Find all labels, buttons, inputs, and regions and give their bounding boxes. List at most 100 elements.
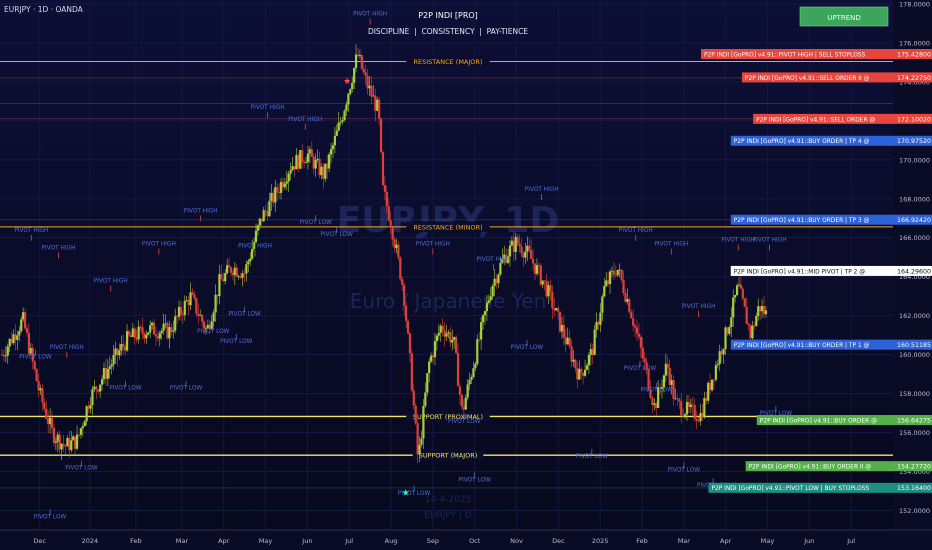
candle-body [303, 162, 306, 164]
candle-body [456, 352, 460, 387]
candle-body [333, 135, 336, 146]
candle-body [235, 267, 238, 277]
order-tag [708, 482, 893, 493]
candle-body [526, 245, 529, 252]
candle-body [216, 294, 219, 297]
candle-body [481, 315, 485, 323]
candle-body [283, 183, 286, 188]
candle-body [245, 264, 248, 274]
order-price-tag [893, 214, 932, 225]
candle-body [29, 347, 32, 354]
candle-body [643, 358, 646, 363]
pivot-low-label: PIVOT LOW [220, 339, 253, 345]
candle-body [443, 330, 446, 337]
candle-body [133, 328, 136, 338]
candle-body [370, 85, 373, 97]
candle-body [389, 220, 392, 228]
order-price-tag [893, 415, 932, 426]
candle-body [608, 271, 612, 284]
candle-body [422, 405, 425, 439]
price-tick-label: 164.0000 [899, 273, 930, 281]
time-tick-label: Jun [803, 537, 814, 545]
candle-body [6, 346, 9, 356]
level-label: SUPPORT (PROXIMAL) [413, 413, 483, 421]
candle-body [508, 245, 512, 257]
candle-body [137, 326, 140, 340]
candle-body [100, 379, 104, 385]
candle-body [668, 367, 671, 385]
price-tick-label: 176.0000 [899, 39, 930, 47]
candle-body [616, 269, 619, 276]
candle-body [70, 440, 73, 451]
candle-body [578, 368, 581, 380]
candle-body [145, 334, 148, 339]
candle-body [212, 312, 215, 322]
candle-body [605, 280, 608, 286]
candle-body [647, 369, 650, 390]
candle-body [335, 130, 338, 136]
candle-body [626, 299, 629, 302]
order-tag [756, 415, 893, 426]
order-tag-label: P2P INDI [GoPRO] v4.91::BUY ORDER @ [760, 418, 877, 424]
candle-body [741, 288, 744, 299]
candle-body [220, 274, 223, 280]
candle-body [687, 402, 691, 408]
order-price-label: 164.29600 [897, 268, 931, 275]
pivot-low-label: PIVOT LOW [320, 232, 353, 238]
candle-body [135, 337, 138, 340]
candle-body [433, 341, 437, 358]
candle-body [720, 351, 723, 355]
candle-body [712, 379, 716, 381]
candle-body [555, 308, 558, 311]
candle-body [295, 155, 298, 170]
candle-body [610, 270, 614, 272]
candle-body [23, 312, 27, 329]
candle-body [705, 398, 708, 401]
candle-body [560, 324, 564, 332]
order-tag-label: P2P INDI [GoPRO] v4.91::BUY ORDER | TP 3… [734, 218, 870, 224]
candle-body [485, 302, 489, 312]
candle-body [528, 245, 531, 251]
candle-body [570, 346, 573, 362]
candle-body [670, 380, 673, 385]
candle-body [293, 166, 296, 170]
candle-body [568, 337, 571, 347]
candle-body [585, 365, 589, 370]
candle-body [637, 333, 641, 337]
candle-body [331, 145, 335, 150]
candle-body [114, 348, 117, 356]
candle-body [18, 331, 21, 336]
candle-body [322, 166, 325, 179]
candle-body [582, 373, 585, 376]
candle-body [426, 373, 429, 393]
time-tick-label: Jul [846, 537, 855, 545]
candle-body [120, 344, 123, 351]
candle-body [316, 158, 319, 161]
watermark-symbol: EURJPY, 1D [337, 200, 560, 241]
candle-body [535, 265, 539, 274]
candle-body [281, 181, 285, 188]
time-axis[interactable]: Dec 2024 Feb Mar Apr May Jun Jul Aug Sep Oct Nov Dec… [33, 537, 855, 545]
pivot-high-label: PIVOT HIGH [753, 238, 787, 244]
candle-body [387, 206, 390, 221]
candle-body [349, 89, 352, 94]
candle-body [74, 436, 77, 449]
candle-body [499, 262, 502, 275]
order-price-tag [893, 461, 932, 472]
candle-body [176, 316, 179, 318]
candle-body [635, 327, 639, 334]
candle-body [193, 294, 196, 299]
candle-body [576, 368, 579, 380]
candle-body [618, 269, 621, 271]
candle-body [601, 296, 604, 313]
candle-body [112, 355, 115, 365]
level-label: RESISTANCE (MINOR) [413, 223, 482, 231]
order-tag [701, 49, 893, 60]
candle-body [718, 351, 721, 365]
candle-body [102, 367, 106, 380]
order-price-label: 160.51185 [897, 342, 931, 349]
candle-body [653, 403, 656, 405]
candle-body [379, 118, 383, 153]
symbol-line[interactable]: EURJPY · 1D · OANDA [4, 5, 84, 14]
